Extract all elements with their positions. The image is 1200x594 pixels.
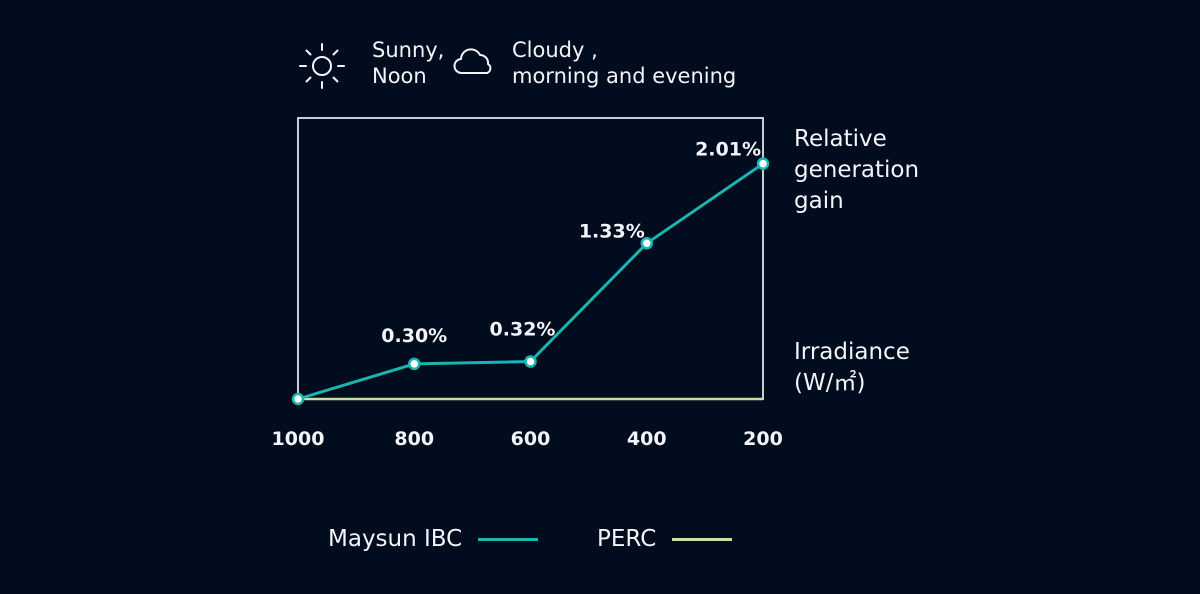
data-label: 0.32% <box>490 319 556 341</box>
x-tick-label: 800 <box>394 428 434 450</box>
sun-icon <box>299 43 345 89</box>
data-label: 1.33% <box>579 220 645 242</box>
cloudy-condition-label: Cloudy , morning and evening <box>512 38 737 88</box>
legend-perc-label: PERC <box>597 526 657 552</box>
legend-perc-swatch <box>672 537 733 541</box>
data-label: 2.01% <box>695 139 761 161</box>
x-tick-label: 1000 <box>272 428 325 450</box>
x-axis-label: Irradiance (W/㎡) <box>794 339 910 396</box>
x-tick-label: 600 <box>511 428 551 450</box>
ibc-point <box>640 237 653 250</box>
data-label: 0.30% <box>381 325 447 347</box>
sunny-condition-label: Sunny, Noon <box>372 38 445 88</box>
x-tick-label: 400 <box>627 428 667 450</box>
legend-ibc: Maysun IBC <box>328 523 539 555</box>
ibc-point <box>756 157 770 170</box>
legend-ibc-swatch <box>478 537 539 541</box>
y-axis-label: Relative generation gain <box>794 126 920 214</box>
ibc-point <box>524 355 537 368</box>
ibc-point <box>408 357 421 371</box>
legend-perc: PERC <box>597 523 733 555</box>
cloud-icon <box>453 48 492 74</box>
ibc-point <box>291 392 305 406</box>
x-tick-label: 200 <box>743 428 783 450</box>
legend-ibc-label: Maysun IBC <box>328 526 463 552</box>
